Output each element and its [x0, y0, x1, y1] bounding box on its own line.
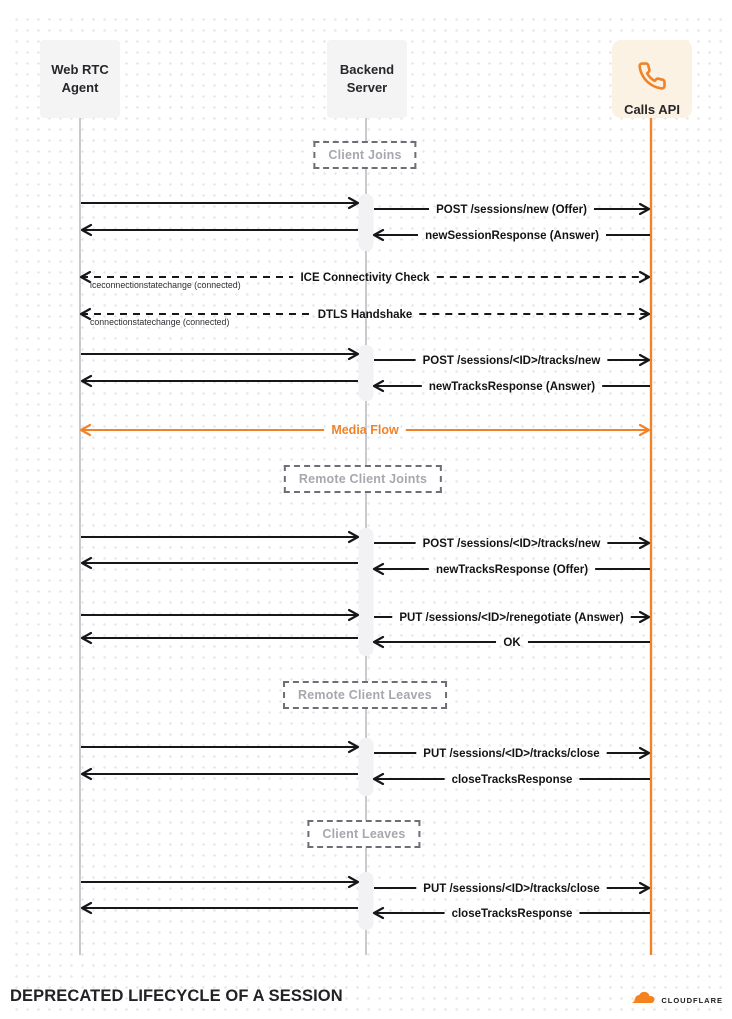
phone-icon	[637, 43, 667, 96]
message-label: ICE Connectivity Check	[300, 272, 430, 284]
transfer-arrow	[81, 740, 360, 754]
message-label: newSessionResponse (Answer)	[425, 230, 599, 242]
actor-calls-label: Calls API	[624, 102, 680, 118]
sequence-message: OK	[372, 635, 650, 649]
sequence-message: ICE Connectivity Check iceconnectionstate…	[79, 270, 651, 290]
transfer-arrow	[80, 631, 358, 645]
message-label: POST /sessions/<ID>/tracks/new	[423, 538, 601, 550]
sequence-message: newTracksResponse (Answer)	[372, 379, 650, 393]
diagram-title: DEPRECATED LIFECYCLE OF A SESSION	[10, 987, 343, 1005]
activation-bar	[358, 738, 374, 796]
sequence-message: DTLS Handshake connectionstatechange (con…	[79, 307, 651, 327]
transfer-arrow	[80, 556, 358, 570]
message-label: OK	[503, 637, 521, 649]
actor-backend-server: Backend Server	[327, 40, 407, 118]
message-label: POST /sessions/<ID>/tracks/new	[423, 355, 601, 367]
transfer-arrow	[80, 223, 358, 237]
sequence-message: POST /sessions/<ID>/tracks/new	[374, 536, 651, 550]
sequence-message: newTracksResponse (Offer)	[372, 562, 650, 576]
sequence-message: closeTracksResponse	[372, 906, 650, 920]
activation-bar	[358, 345, 374, 401]
sequence-message: POST /sessions/<ID>/tracks/new	[374, 353, 651, 367]
sequence-message: PUT /sessions/<ID>/tracks/close	[374, 881, 651, 895]
message-sublabel: iceconnectionstatechange (connected)	[90, 280, 241, 290]
message-label: PUT /sessions/<ID>/tracks/close	[423, 883, 599, 895]
actor-webrtc-label: Web RTC Agent	[51, 61, 109, 95]
message-label: closeTracksResponse	[452, 774, 573, 786]
message-label: DTLS Handshake	[318, 309, 413, 321]
section-label: Client Joins	[313, 141, 417, 169]
message-label: closeTracksResponse	[452, 908, 573, 920]
transfer-arrow	[80, 374, 358, 388]
message-sublabel: connectionstatechange (connected)	[90, 317, 229, 327]
transfer-arrow	[81, 347, 360, 361]
activation-bar	[358, 194, 374, 251]
sequence-message: Media Flow	[79, 423, 651, 437]
sequence-message: closeTracksResponse	[372, 772, 650, 786]
message-label: newTracksResponse (Offer)	[436, 564, 588, 576]
message-label: Media Flow	[331, 423, 399, 437]
section-label: Remote Client Leaves	[283, 681, 447, 709]
cloudflare-logo: CLOUDFLARE	[628, 990, 723, 1010]
actor-webrtc-agent: Web RTC Agent	[40, 40, 120, 118]
actor-backend-label: Backend Server	[339, 61, 395, 95]
transfer-arrow	[80, 767, 358, 781]
transfer-arrow	[81, 530, 360, 544]
sequence-message: newSessionResponse (Answer)	[372, 228, 650, 242]
actor-calls-api: Calls API	[612, 40, 692, 118]
cloudflare-wordmark: CLOUDFLARE	[661, 995, 723, 1005]
activation-bar	[358, 872, 374, 930]
section-label: Client Leaves	[307, 820, 421, 848]
cloudflare-cloud-icon	[628, 990, 658, 1010]
sequence-message: PUT /sessions/<ID>/tracks/close	[374, 746, 651, 760]
transfer-arrow	[80, 901, 358, 915]
sequence-message: PUT /sessions/<ID>/renegotiate (Answer)	[374, 610, 651, 624]
message-label: PUT /sessions/<ID>/tracks/close	[423, 748, 599, 760]
section-label: Remote Client Joints	[283, 465, 443, 493]
transfer-arrow	[81, 608, 360, 622]
transfer-arrow	[81, 196, 360, 210]
message-label: newTracksResponse (Answer)	[429, 381, 595, 393]
message-label: PUT /sessions/<ID>/renegotiate (Answer)	[399, 612, 623, 624]
message-label: POST /sessions/new (Offer)	[436, 204, 587, 216]
activation-bar	[358, 528, 374, 656]
transfer-arrow	[81, 875, 360, 889]
sequence-message: POST /sessions/new (Offer)	[374, 202, 651, 216]
